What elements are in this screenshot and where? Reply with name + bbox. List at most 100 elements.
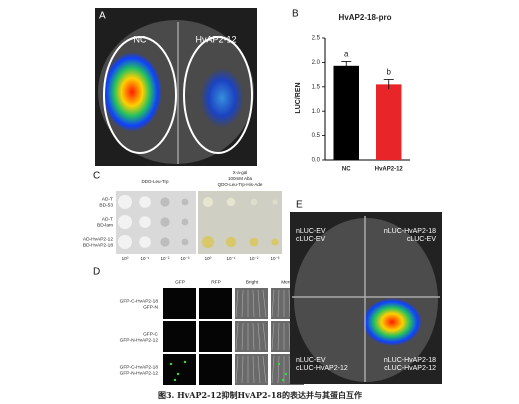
column-header: GFP (175, 279, 185, 285)
y-tick-label: 1.0 (312, 109, 321, 115)
colony (139, 216, 151, 228)
colony (139, 196, 151, 208)
micrograph (163, 354, 196, 385)
cell-outline (262, 289, 267, 318)
quadrant-label: nLUC-HvAP2-18 (384, 357, 436, 364)
row-label: AD-T (102, 216, 113, 222)
row-label: GFP-C-HvAP2-18 (120, 364, 159, 370)
cell-outline (262, 322, 267, 351)
micrograph (163, 321, 196, 352)
panel-a: A NC HvAP2-12 (95, 8, 257, 166)
colony (139, 236, 151, 248)
panel-label: A (99, 11, 106, 22)
quadrant-label: cLUC-HvAP2-12 (296, 365, 348, 372)
heat-signal (200, 68, 244, 128)
colony (226, 197, 236, 207)
cell-outline (235, 289, 239, 318)
label: NC (134, 34, 147, 44)
gfp-signal (281, 378, 285, 382)
chart-title: HvAP2-18-pro (339, 13, 392, 22)
row-label: AD-T (102, 196, 113, 202)
colony (181, 238, 189, 246)
colony (118, 195, 132, 209)
panel-label: D (93, 267, 100, 278)
quadrant-label: nLUC-EV (296, 228, 326, 235)
dilution-label: 10⁻¹ (227, 256, 236, 261)
gfp-signal (169, 362, 173, 366)
panel-label: B (292, 9, 299, 20)
colony (250, 198, 258, 206)
y-tick-label: 2.5 (312, 36, 321, 42)
significance-label: a (344, 50, 349, 59)
panel-label: C (93, 171, 100, 182)
colony (249, 237, 259, 247)
column-header: Merge (281, 279, 295, 285)
gfp-signal (277, 362, 281, 366)
panel-e: E nLUC-EVcLUC-EVnLUC-HvAP2-18cLUC-EVnLUC… (290, 200, 442, 384)
dilution-label: 10⁻² (161, 256, 170, 261)
gfp-signal (176, 372, 180, 376)
y-tick-label: 0.5 (312, 133, 321, 139)
row-label: BD-lam (97, 222, 113, 228)
column-header: DDO-Leu-Trp (141, 179, 169, 184)
cell-outline (288, 289, 291, 318)
cell-outline (252, 322, 255, 351)
heat-signal (362, 298, 422, 346)
cell-outline (277, 322, 280, 351)
quadrant-label: nLUC-HvAP2-18 (384, 228, 436, 235)
y-tick-label: 1.5 (312, 84, 321, 90)
colony (181, 198, 189, 206)
cell-outline (277, 355, 280, 384)
label: HvAP2-12 (195, 34, 236, 44)
dilution-label: 10⁰ (122, 256, 129, 261)
cell-outline (235, 322, 239, 351)
dilution-label: 10⁰ (205, 256, 212, 261)
dilution-label: 10⁻¹ (141, 256, 150, 261)
y-tick-label: 2.0 (312, 60, 321, 66)
cell-outline (252, 355, 255, 384)
row-label: GFP-C (143, 331, 158, 337)
quadrant-label: cLUC-HvAP2-12 (384, 365, 436, 372)
colony (271, 238, 279, 246)
quadrant-label: cLUC-EV (296, 236, 326, 243)
heat-signal (102, 52, 162, 132)
cell-outline (235, 355, 239, 384)
cell-outline (262, 355, 267, 384)
colony (118, 215, 132, 229)
row-label: AD-HvAP2-12 (83, 236, 113, 242)
panel-b: B HvAP2-18-pro LUC/REN 0.0 0.5 1.0 1.5 2.0 2.… (292, 9, 410, 173)
micrograph (199, 288, 232, 319)
cell-outline (241, 289, 244, 318)
column-header: X-a-gal (233, 170, 248, 175)
panel-c: C DDO-Leu-Trp X-a-gal 100mM Aba QDO-Leu-… (83, 170, 282, 261)
column-header: Bright (246, 279, 259, 285)
cell-outline (271, 355, 275, 384)
micrograph (199, 321, 232, 352)
cell-outline (271, 322, 275, 351)
column-header: QDO-Leu-Trp-His-Ade (218, 182, 263, 187)
bar (376, 84, 402, 160)
micrograph (235, 321, 268, 352)
dilution-label: 10⁻³ (181, 256, 190, 261)
cell-outline (257, 289, 261, 318)
colony (160, 197, 170, 207)
circle-marker (183, 36, 253, 154)
cell-outline (288, 355, 291, 384)
cell-outline (277, 289, 280, 318)
colony (160, 217, 170, 227)
dilution-label: 10⁻³ (271, 256, 280, 261)
colony (181, 218, 189, 226)
row-label: GFP-N-HvAP2-12 (120, 337, 159, 343)
row-label: BD-53 (99, 202, 113, 208)
micrograph (163, 288, 196, 319)
cell-outline (241, 322, 244, 351)
cell-outline (271, 289, 275, 318)
significance-label: b (387, 68, 392, 77)
cell-outline (241, 355, 244, 384)
colony (272, 199, 278, 205)
row-label: GFP-N (143, 304, 158, 310)
quadrant-label: nLUC-EV (296, 357, 326, 364)
row-label: GFP-N-HvAP2-12 (120, 370, 159, 376)
colony (202, 236, 214, 248)
micrograph (235, 288, 268, 319)
